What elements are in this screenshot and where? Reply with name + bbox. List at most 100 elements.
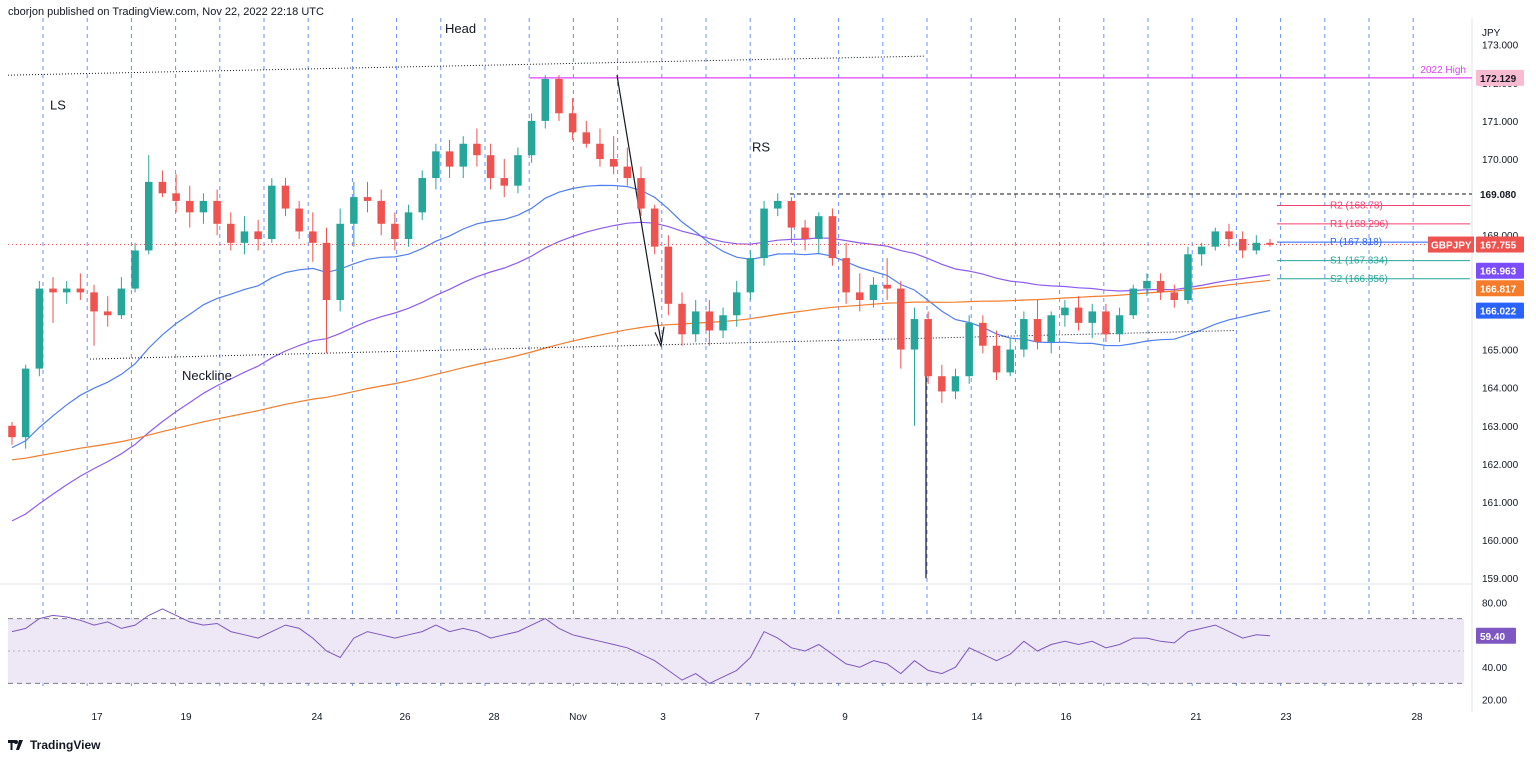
candle-body xyxy=(62,288,71,293)
candle-body xyxy=(555,78,563,114)
candle-body xyxy=(541,78,550,121)
candle xyxy=(732,280,741,327)
candle-body xyxy=(883,284,891,289)
candle-body xyxy=(486,155,495,179)
candle-body xyxy=(514,155,522,186)
candle xyxy=(1156,273,1165,300)
candle-body xyxy=(869,284,878,300)
time-tick-label: Nov xyxy=(569,712,587,723)
candle xyxy=(1102,303,1110,342)
candle-body xyxy=(268,185,276,240)
candle-body xyxy=(336,223,344,300)
candle-body xyxy=(199,200,208,213)
candle-body xyxy=(1238,239,1247,251)
candle xyxy=(773,193,782,217)
pattern-label-rs: RS xyxy=(752,139,770,154)
candle-body xyxy=(391,223,399,240)
candle-body xyxy=(623,166,632,179)
candle xyxy=(623,147,632,186)
candle xyxy=(158,170,167,198)
time-tick-label: 21 xyxy=(1190,712,1202,723)
candle xyxy=(172,174,180,213)
candle-body xyxy=(1061,307,1069,316)
time-tick-label: 26 xyxy=(399,712,411,723)
pattern-label-head: Head xyxy=(445,21,476,36)
candle xyxy=(582,120,591,148)
candle-body xyxy=(1088,311,1096,323)
rsi-tick-label: 40.00 xyxy=(1482,663,1507,674)
candle-body xyxy=(1020,319,1028,350)
candle-body xyxy=(801,227,809,240)
candle-body xyxy=(1115,315,1124,335)
yearly-high-tag-text: 172.129 xyxy=(1480,74,1517,85)
candle xyxy=(336,208,344,312)
rsi-value-tag: 59.40 xyxy=(1476,627,1516,644)
ma-orange-line xyxy=(11,279,1271,461)
candle xyxy=(938,364,946,403)
candle-body xyxy=(787,200,796,228)
candle-body xyxy=(609,159,618,167)
pivot-label: S2 (166.856) xyxy=(1330,274,1388,285)
time-tick-label: 17 xyxy=(91,712,103,723)
candle xyxy=(432,143,440,190)
candle xyxy=(1033,300,1042,350)
candle-body xyxy=(527,120,536,156)
tradingview-logo-icon xyxy=(8,740,23,750)
pivot-label: R2 (168.78) xyxy=(1330,200,1383,211)
moving-averages xyxy=(11,184,1271,522)
candle xyxy=(144,155,153,255)
price-tick-label: 171.000 xyxy=(1482,117,1519,128)
candle-body xyxy=(473,143,481,156)
candle xyxy=(787,197,796,243)
candle xyxy=(1061,300,1069,327)
candle xyxy=(650,204,659,255)
price-levels: 2022 High R2 (168.78) R1 (168.296) P (167.8… xyxy=(8,65,1472,285)
candle-body xyxy=(418,178,426,213)
candle-body xyxy=(227,223,235,243)
candlesticks xyxy=(8,75,1274,449)
candle-body xyxy=(213,200,221,224)
time-tick-label: 28 xyxy=(488,712,500,723)
candle-body xyxy=(1074,307,1083,323)
candle-body xyxy=(186,200,194,213)
vertical-grid-lines xyxy=(0,18,1473,712)
tradingview-branding[interactable]: TradingView xyxy=(8,738,100,752)
rsi-tick-label: 80.00 xyxy=(1482,598,1507,609)
time-tick-label: 7 xyxy=(754,712,760,723)
ma-orange-tag-text: 166.817 xyxy=(1480,284,1517,295)
candle-body xyxy=(445,151,454,167)
candle xyxy=(924,311,932,384)
candle-body xyxy=(1170,292,1179,300)
candle-body xyxy=(828,216,837,259)
price-tick-label: 163.000 xyxy=(1482,422,1519,433)
time-axis: 17 19 24 26 28 Nov 3 7 9 14 16 21 23 28 xyxy=(91,712,1423,723)
candle-body xyxy=(90,292,98,312)
candle-body xyxy=(746,258,755,293)
time-tick-label: 24 xyxy=(311,712,323,723)
rsi-value-tag-text: 59.40 xyxy=(1480,632,1505,643)
candle xyxy=(62,280,71,304)
ma-orange-tag: 166.817 xyxy=(1476,280,1524,297)
resistance-tag-bg xyxy=(1476,186,1524,203)
resistance-tag: 169.080 xyxy=(1476,186,1524,203)
candle xyxy=(21,364,30,449)
candle-body xyxy=(732,292,741,316)
candle xyxy=(131,242,139,293)
time-tick-label: 9 xyxy=(842,712,848,723)
candle-body xyxy=(377,200,385,224)
candle xyxy=(596,128,604,167)
candle-body xyxy=(1156,280,1165,293)
ma-blue-tag: 166.022 xyxy=(1476,302,1524,319)
candle xyxy=(186,185,194,228)
target-arrowhead xyxy=(654,326,665,348)
ma-orange-tag-bg xyxy=(1476,280,1524,297)
candle-body xyxy=(254,231,262,240)
candle xyxy=(609,136,618,175)
candle xyxy=(391,212,399,251)
price-chart[interactable]: 2022 High R2 (168.78) R1 (168.296) P (167.8… xyxy=(0,0,1536,735)
rsi-band xyxy=(8,618,1464,684)
candle xyxy=(1143,273,1151,297)
candle-body xyxy=(1252,242,1261,251)
candle xyxy=(377,189,385,236)
candle-body xyxy=(815,216,823,240)
